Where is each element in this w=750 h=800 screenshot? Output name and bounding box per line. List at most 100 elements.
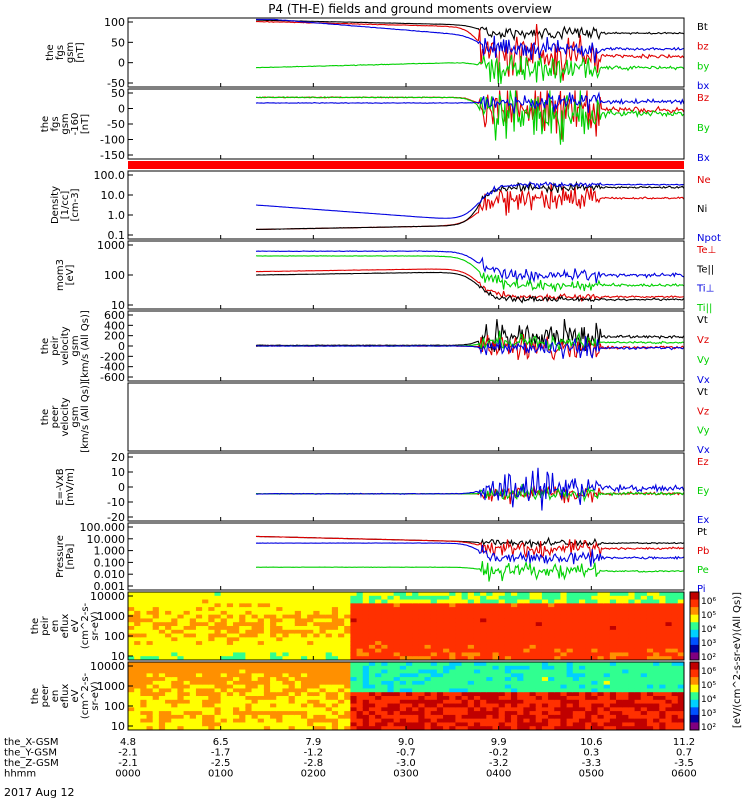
heatmap-cell <box>381 637 389 642</box>
heatmap-cell <box>634 726 642 730</box>
heatmap-cell <box>523 652 531 657</box>
heatmap-cell <box>263 669 271 675</box>
heatmap-cell <box>325 648 333 654</box>
series-line-by <box>256 55 750 84</box>
heatmap-cell <box>541 669 549 675</box>
heatmap-cell <box>424 680 432 686</box>
heatmap-cell <box>480 622 487 627</box>
heatmap-cell <box>548 614 555 620</box>
heatmap-cell <box>307 622 314 627</box>
heatmap-cell <box>356 595 364 601</box>
heatmap-cell <box>319 595 327 601</box>
heatmap-cell <box>597 662 605 667</box>
colorbar-swatch <box>690 614 699 623</box>
heatmap-cell <box>566 677 574 682</box>
heatmap-cell <box>418 722 426 727</box>
heatmap-cell <box>195 633 203 639</box>
heatmap-cell <box>480 618 487 623</box>
heatmap-cell <box>449 707 457 712</box>
heatmap-cell <box>406 722 413 727</box>
heatmap-cell <box>220 648 228 654</box>
heatmap-cell <box>603 711 611 716</box>
heatmap-cell <box>473 656 481 660</box>
heatmap-cell <box>443 726 450 730</box>
heatmap-cell <box>622 641 629 646</box>
heatmap-cell <box>208 603 216 608</box>
heatmap-cell <box>473 595 481 601</box>
heatmap-cell <box>350 711 358 716</box>
heatmap-cell <box>653 707 660 712</box>
heatmap-cell <box>375 718 382 724</box>
heatmap-cell <box>659 692 667 697</box>
heatmap-cell <box>418 699 426 705</box>
heatmap-cell <box>307 696 314 701</box>
heatmap-cell <box>523 718 531 724</box>
heatmap-cell <box>368 592 376 597</box>
heatmap-cell <box>220 662 228 667</box>
heatmap-cell <box>560 607 568 612</box>
heatmap-cell <box>424 629 432 635</box>
heatmap-cell <box>436 669 444 675</box>
heatmap-cell <box>381 707 389 712</box>
heatmap-cell <box>406 726 413 730</box>
heatmap-cell <box>239 707 246 712</box>
heatmap-cell <box>541 684 549 690</box>
heatmap-cell <box>554 699 562 705</box>
heatmap-cell <box>368 688 376 693</box>
heatmap-cell <box>554 648 562 654</box>
heatmap-cell <box>646 626 654 631</box>
heatmap-cell <box>387 692 395 697</box>
heatmap-cell <box>406 610 413 616</box>
heatmap-cell <box>640 699 648 705</box>
heatmap-cell <box>152 726 160 730</box>
heatmap-cell <box>659 665 667 671</box>
heatmap-cell <box>646 726 654 730</box>
heatmap-cell <box>418 684 426 690</box>
heatmap-cell <box>270 614 277 620</box>
heatmap-cell <box>239 665 246 671</box>
colorbar-swatch <box>690 592 699 601</box>
heatmap-cell <box>529 707 537 712</box>
heatmap-cell <box>646 696 654 701</box>
heatmap-cell <box>616 677 623 682</box>
heatmap-cell <box>492 714 500 720</box>
heatmap-cell <box>517 711 524 716</box>
heatmap-cell <box>276 718 284 724</box>
heatmap-cell <box>189 641 197 646</box>
heatmap-cell <box>183 641 191 646</box>
heatmap-cell <box>325 618 333 623</box>
heatmap-cell <box>535 599 543 605</box>
heatmap-cell <box>640 644 648 650</box>
heatmap-cell <box>467 626 475 631</box>
heatmap-cell <box>467 607 475 612</box>
heatmap-cell <box>177 614 185 620</box>
heatmap-cell <box>486 665 494 671</box>
heatmap-cell <box>646 607 654 612</box>
heatmap-cell <box>189 599 197 605</box>
heatmap-cell <box>504 692 512 697</box>
heatmap-cell <box>418 673 426 678</box>
heatmap-cell <box>368 595 376 601</box>
y-tick-label: -10 <box>107 496 125 509</box>
y-tick-label: 100 <box>104 700 125 713</box>
heatmap-cell <box>473 711 481 716</box>
heatmap-cell <box>146 637 154 642</box>
heatmap-cell <box>226 662 234 667</box>
heatmap-cell <box>356 711 364 716</box>
heatmap-cell <box>628 610 636 616</box>
heatmap-cell <box>517 714 524 720</box>
heatmap-cell <box>449 714 457 720</box>
heatmap-cell <box>498 696 506 701</box>
heatmap-cell <box>177 633 185 639</box>
heatmap-cell <box>566 665 574 671</box>
heatmap-cell <box>189 677 197 682</box>
heatmap-cell <box>128 618 135 623</box>
heatmap-cell <box>560 622 568 627</box>
heatmap-cell <box>344 699 351 705</box>
heatmap-cell <box>424 684 432 690</box>
heatmap-cell <box>603 637 611 642</box>
heatmap-cell <box>331 592 339 597</box>
heatmap-cell <box>381 718 389 724</box>
heatmap-cell <box>177 648 185 654</box>
